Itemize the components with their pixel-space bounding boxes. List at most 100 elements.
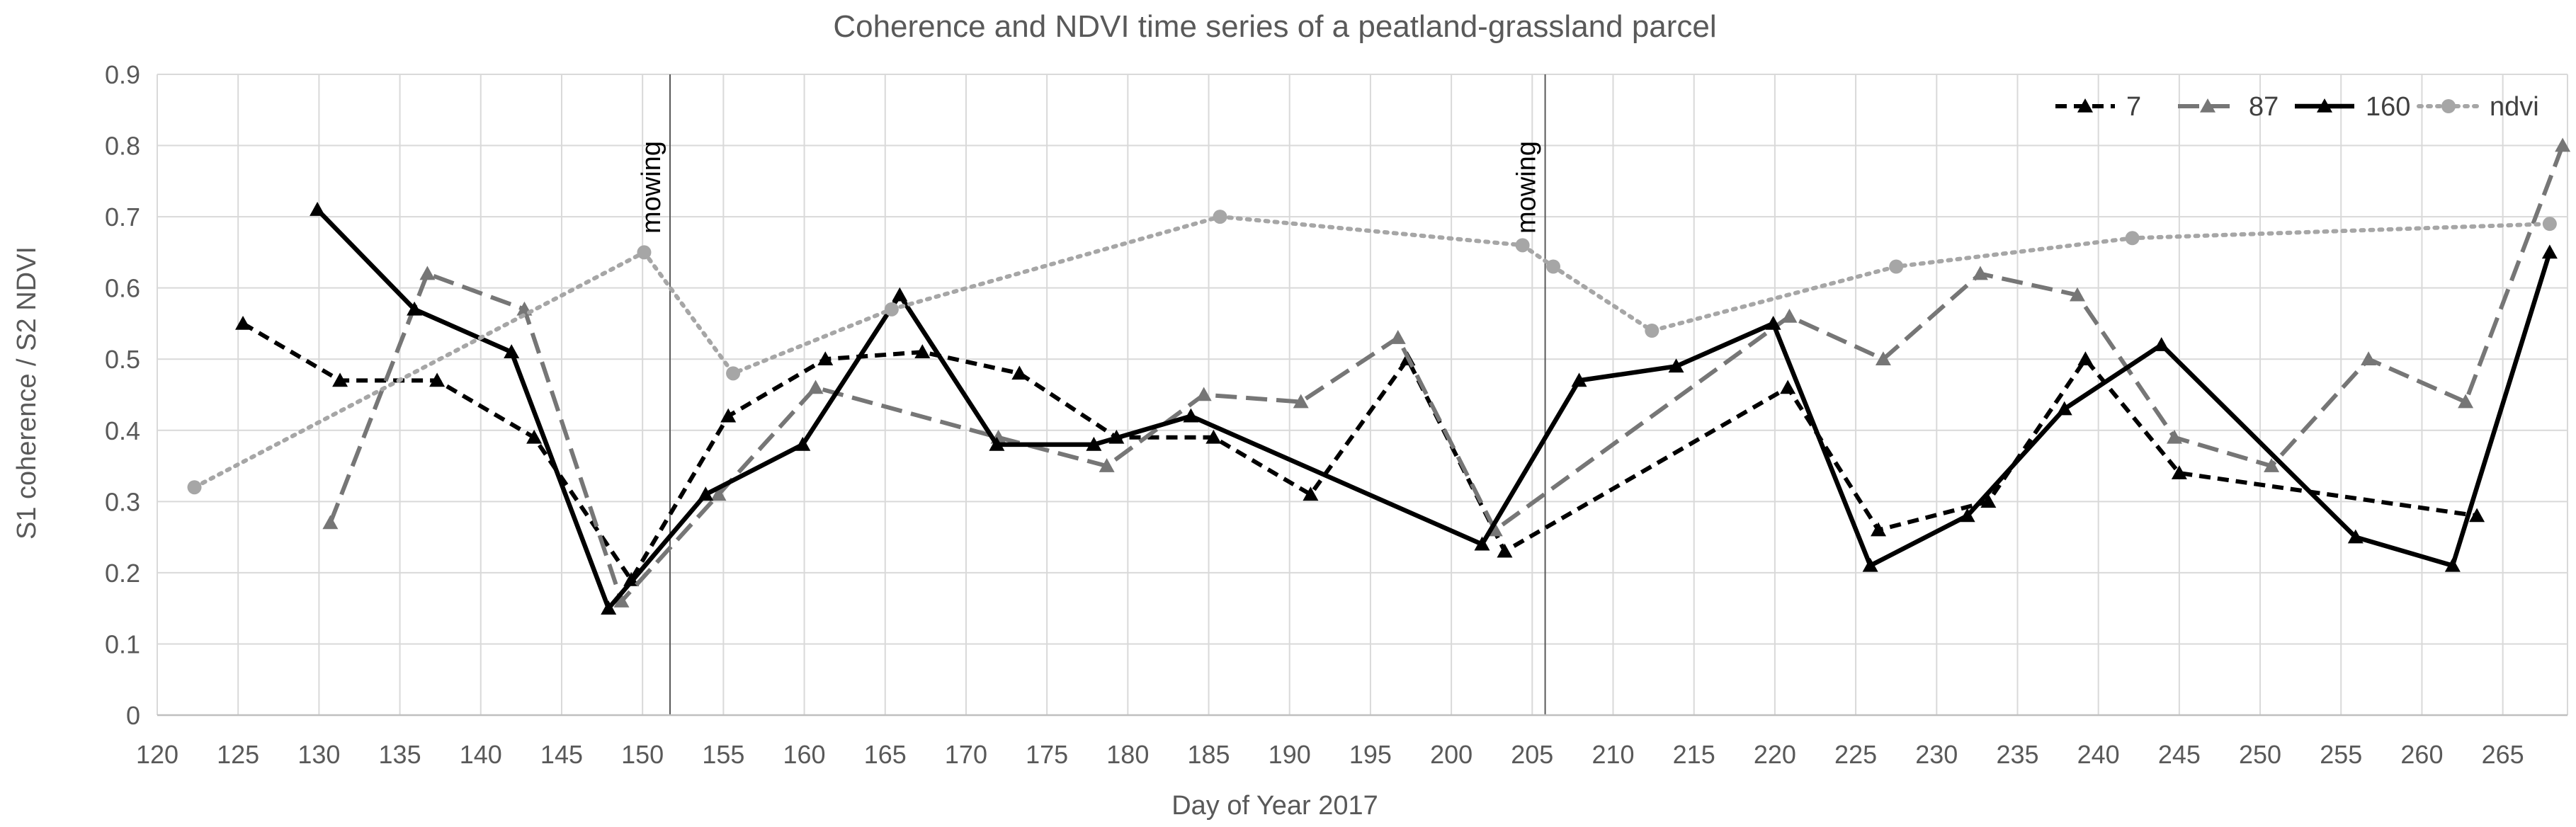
data-point-87	[1099, 458, 1115, 472]
data-point-ndvi	[1213, 210, 1227, 224]
mowing-label: mowing	[637, 141, 666, 234]
x-tick-label: 200	[1430, 740, 1473, 769]
series-layer	[187, 137, 2571, 615]
legend-item-ndvi: ndvi	[2417, 92, 2539, 122]
y-tick-label: 0.6	[105, 274, 140, 303]
x-tick-label: 130	[297, 740, 340, 769]
data-point-160	[1668, 358, 1684, 373]
data-point-160	[2444, 557, 2461, 572]
data-point-87	[1390, 330, 1406, 344]
y-tick-label: 0.8	[105, 132, 140, 161]
x-tick-label: 215	[1673, 740, 1715, 769]
data-point-ndvi	[1645, 324, 1659, 338]
data-point-ndvi	[1515, 238, 1530, 253]
data-point-160	[1959, 508, 1975, 523]
x-tick-label: 185	[1187, 740, 1230, 769]
data-point-87	[710, 486, 727, 501]
data-point-87	[2069, 287, 2085, 302]
x-tick-label: 205	[1511, 740, 1553, 769]
data-point-ndvi	[726, 366, 741, 381]
data-point-87	[1972, 266, 1988, 280]
series-line-7	[242, 321, 2478, 582]
x-tick-label: 210	[1591, 740, 1634, 769]
y-tick-label: 0.7	[105, 203, 140, 232]
x-tick-label: 135	[379, 740, 421, 769]
data-point-160	[1765, 315, 1781, 330]
data-point-ndvi	[1889, 259, 1904, 274]
legend-label-87: 87	[2249, 92, 2279, 122]
y-tick-label: 0.5	[105, 345, 140, 374]
data-point-160	[1474, 536, 1490, 551]
data-point-160	[504, 344, 520, 358]
x-tick-label: 230	[1915, 740, 1958, 769]
data-point-7	[2077, 351, 2094, 366]
axis-layer: 0 0.1 0.2 0.3 0.4 0.5 0.6 0.7 0.8 0.9 120 125 130 135…	[105, 60, 2568, 769]
data-point-87	[613, 593, 630, 608]
data-point-7	[914, 344, 931, 358]
data-point-ndvi	[884, 302, 899, 316]
data-point-160	[2347, 529, 2364, 544]
legend-marker-ndvi	[2441, 99, 2456, 113]
data-point-160	[601, 600, 617, 615]
mowing-label: mowing	[1512, 141, 1542, 234]
data-point-7	[817, 351, 834, 366]
x-tick-label: 260	[2400, 740, 2443, 769]
y-tick-label: 0	[126, 701, 140, 730]
data-point-7	[1303, 486, 1319, 501]
data-point-7	[332, 372, 348, 387]
x-tick-label: 160	[783, 740, 826, 769]
x-tick-label: 195	[1349, 740, 1392, 769]
data-point-7	[720, 408, 737, 423]
data-point-160	[795, 436, 811, 451]
legend-item-87: 87	[2178, 92, 2279, 122]
data-point-7	[1011, 365, 1028, 380]
x-tick-label: 235	[1996, 740, 2038, 769]
data-point-ndvi	[2542, 217, 2557, 232]
annotation-lines	[669, 74, 1546, 715]
y-tick-label: 0.4	[105, 416, 140, 445]
x-tick-label: 220	[1754, 740, 1796, 769]
x-tick-label: 120	[136, 740, 178, 769]
data-point-7	[1205, 429, 1222, 444]
data-point-160	[989, 436, 1005, 451]
data-point-160	[1862, 557, 1878, 572]
data-point-87	[1196, 387, 1212, 401]
data-point-ndvi	[2125, 231, 2140, 246]
x-axis-title: Day of Year 2017	[1171, 791, 1378, 821]
data-point-87	[1875, 351, 1891, 366]
data-point-7	[1780, 380, 1796, 394]
x-tick-label: 250	[2239, 740, 2281, 769]
data-point-160	[2056, 401, 2072, 416]
data-point-87	[1781, 308, 1798, 323]
legend-label-160: 160	[2366, 92, 2410, 122]
x-tick-label: 180	[1106, 740, 1149, 769]
legend-label-ndvi: ndvi	[2490, 92, 2539, 122]
data-point-87	[419, 266, 436, 280]
x-tick-label: 190	[1269, 740, 1311, 769]
legend-item-7: 7	[2055, 92, 2141, 122]
y-tick-label: 0.1	[105, 629, 140, 658]
data-point-7	[1980, 494, 1997, 508]
x-tick-label: 150	[621, 740, 664, 769]
y-tick-label: 0.3	[105, 487, 140, 516]
series-7	[235, 315, 2485, 586]
x-tick-label: 225	[1834, 740, 1877, 769]
x-tick-label: 145	[540, 740, 583, 769]
data-point-87	[2167, 429, 2183, 444]
data-point-7	[1871, 522, 1887, 537]
data-point-ndvi	[187, 480, 202, 495]
data-point-160	[407, 301, 423, 316]
data-point-87	[2264, 458, 2280, 472]
data-point-87	[2361, 351, 2377, 366]
legend-marker-160	[2317, 98, 2332, 113]
data-point-160	[2541, 244, 2558, 259]
x-tick-label: 165	[864, 740, 907, 769]
data-point-87	[1293, 394, 1309, 409]
x-tick-label: 265	[2482, 740, 2524, 769]
data-point-7	[1497, 543, 1513, 558]
data-point-7	[429, 372, 446, 387]
x-tick-label: 175	[1026, 740, 1068, 769]
data-point-87	[807, 380, 824, 394]
